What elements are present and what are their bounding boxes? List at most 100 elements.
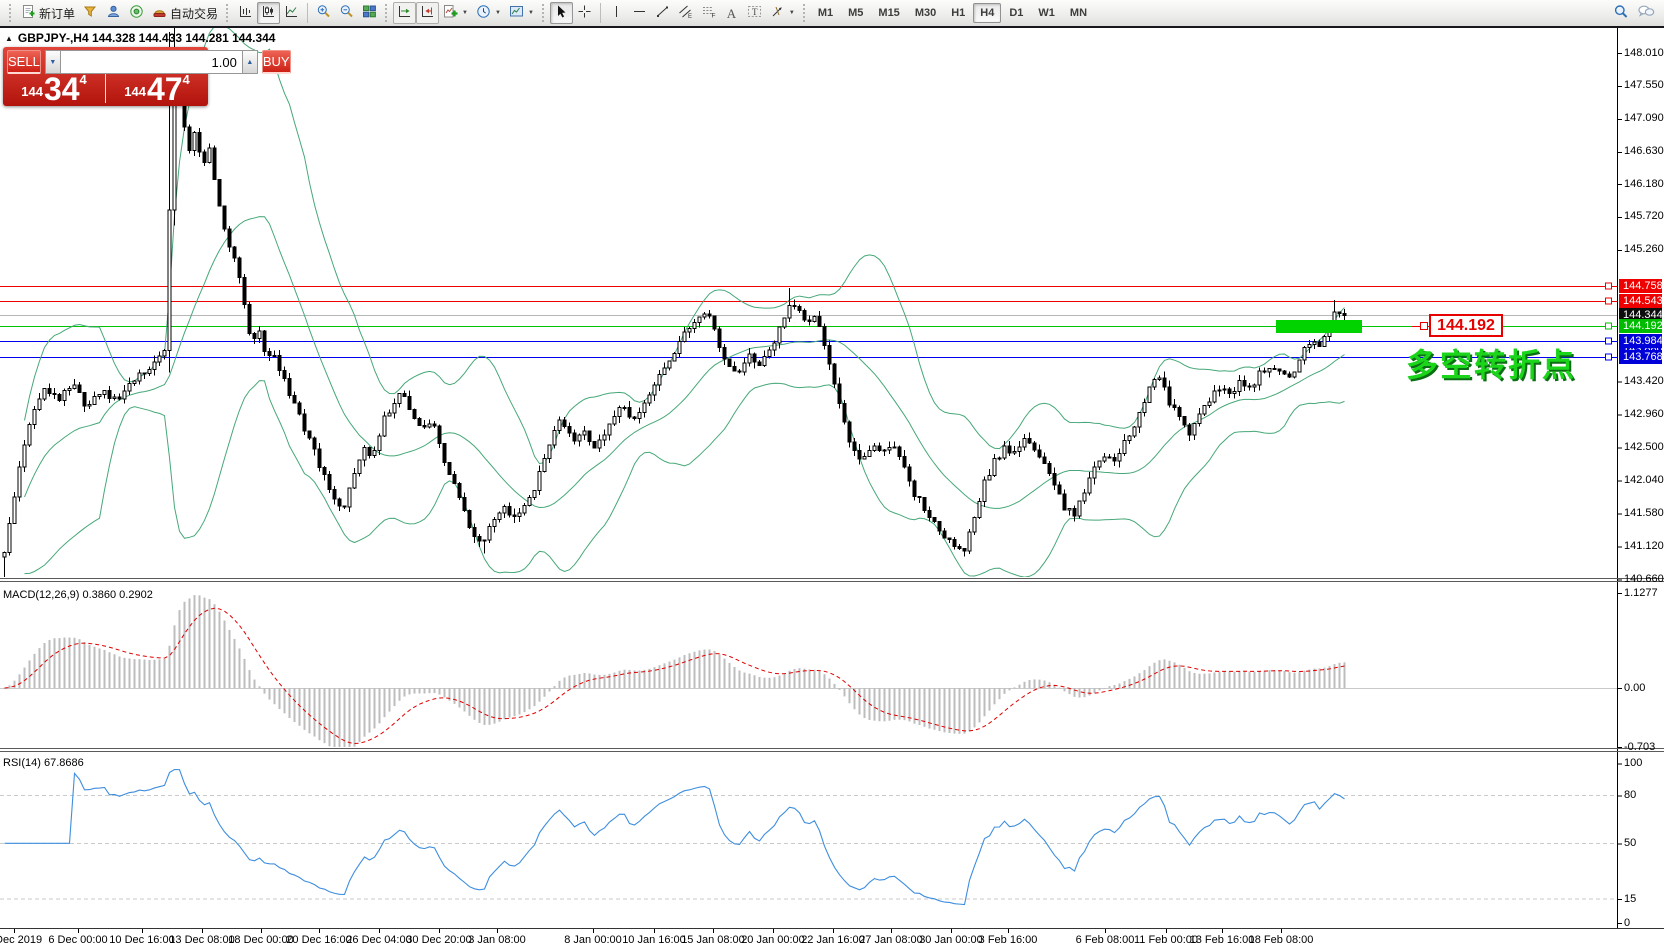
indicator-list-icon: [443, 4, 458, 22]
autotrading-icon: [152, 4, 167, 22]
chat-button[interactable]: [1633, 2, 1659, 24]
bid-price[interactable]: 144 34 4: [3, 71, 106, 107]
svg-text:E: E: [688, 14, 692, 19]
svg-text:F: F: [711, 13, 715, 20]
svg-text:T: T: [752, 7, 758, 17]
toolbar-grip[interactable]: [226, 4, 230, 22]
cursor-button[interactable]: [549, 2, 573, 24]
bar-chart-button[interactable]: [234, 2, 257, 24]
bid-prefix: 144: [21, 84, 43, 99]
templates-button[interactable]: ▼: [505, 2, 538, 24]
dropdown-caret-icon: ▼: [462, 10, 468, 16]
vertical-line-icon: [609, 4, 624, 22]
toolbar: 新订单 自动交易: [0, 0, 1664, 28]
ask-pip-digit: 4: [182, 72, 190, 87]
bar-chart-icon: [238, 4, 253, 22]
autotrading-button[interactable]: 自动交易: [148, 2, 222, 24]
cursor-icon: [554, 4, 569, 22]
market-watch-button[interactable]: [79, 2, 102, 24]
arrows-tool-button[interactable]: ▼: [766, 2, 799, 24]
channel-icon: E: [678, 4, 693, 22]
text-label-icon: T: [747, 4, 762, 22]
tile-windows-button[interactable]: [358, 2, 381, 24]
zoom-out-icon: [339, 4, 354, 22]
dropdown-caret-icon: ▼: [494, 10, 501, 16]
zoom-in-button[interactable]: [312, 2, 335, 24]
buy-button[interactable]: BUY: [261, 50, 291, 74]
crosshair-icon: [577, 4, 592, 22]
line-chart-icon: [284, 4, 299, 22]
timeframe-button-mn[interactable]: MN: [1063, 3, 1094, 23]
signal-icon: [129, 4, 144, 22]
dropdown-caret-icon: ▼: [788, 10, 795, 16]
indicators-button[interactable]: ▼: [439, 2, 472, 24]
channel-tool-button[interactable]: E: [674, 2, 697, 24]
timeframe-button-m5[interactable]: M5: [841, 3, 870, 23]
bollinger-bands: [24, 28, 1345, 577]
auto-scroll-icon: [397, 4, 412, 22]
fibonacci-icon: F: [701, 4, 716, 22]
timeframe-button-m30[interactable]: M30: [908, 3, 943, 23]
volume-input[interactable]: [60, 50, 242, 74]
price-callout-label[interactable]: 144.192: [1429, 314, 1503, 337]
timeframe-button-h1[interactable]: H1: [944, 3, 972, 23]
new-order-button[interactable]: 新订单: [17, 2, 79, 24]
chart-shift-icon: [420, 4, 435, 22]
timeframe-button-m15[interactable]: M15: [871, 3, 906, 23]
tile-windows-icon: [362, 4, 377, 22]
zoom-in-icon: [316, 4, 331, 22]
trendline-icon: [655, 4, 670, 22]
navigator-button[interactable]: [125, 2, 148, 24]
bid-big-digits: 34: [43, 71, 80, 107]
market-watch-icon: [83, 4, 98, 22]
toolbar-grip[interactable]: [385, 4, 389, 22]
autotrading-label: 自动交易: [170, 6, 219, 21]
ask-price[interactable]: 144 47 4: [106, 72, 208, 105]
one-click-trading-panel: SELL ▼ ▲ BUY 144 34 4 144 47 4: [3, 47, 291, 107]
trendline-tool-button[interactable]: [651, 2, 674, 24]
vertical-line-tool-button[interactable]: [605, 2, 628, 24]
callout-anchor-icon: [1420, 322, 1428, 330]
toolbar-separator: [599, 3, 601, 23]
periods-button[interactable]: ▼: [472, 2, 505, 24]
crosshair-button[interactable]: [573, 2, 596, 24]
toolbar-grip[interactable]: [9, 4, 13, 22]
timeframe-button-d1[interactable]: D1: [1002, 3, 1030, 23]
volume-stepper: ▼ ▲: [44, 50, 258, 74]
timeframe-button-m1[interactable]: M1: [811, 3, 840, 23]
candlestick-chart-button[interactable]: [257, 2, 281, 24]
timeframe-group: M1 M5 M15 M30 H1 H4 D1 W1 MN: [811, 3, 1094, 23]
text-tool-button[interactable]: A: [720, 2, 743, 24]
chart-shift-button[interactable]: [416, 2, 440, 24]
zoom-out-button[interactable]: [335, 2, 358, 24]
template-chart-icon: [509, 4, 524, 22]
chinese-annotation-text[interactable]: 多空转折点: [1406, 347, 1577, 383]
volume-up-button[interactable]: ▲: [241, 50, 258, 74]
line-chart-button[interactable]: [280, 2, 303, 24]
toolbar-separator: [307, 3, 309, 23]
candlestick-icon: [261, 4, 276, 22]
clock-icon: [476, 4, 491, 22]
toolbar-grip[interactable]: [541, 4, 546, 22]
auto-scroll-button[interactable]: [393, 2, 417, 24]
search-button[interactable]: [1609, 2, 1633, 24]
text-a-icon: A: [726, 5, 737, 21]
ask-prefix: 144: [124, 84, 146, 99]
candles-layer: [2, 28, 1347, 577]
horizontal-line-icon: [632, 4, 647, 22]
timeframe-button-w1[interactable]: W1: [1031, 3, 1062, 23]
sell-button[interactable]: SELL: [7, 50, 41, 74]
macd-histogram: [3, 595, 1346, 747]
volume-down-button[interactable]: ▼: [44, 50, 61, 74]
data-window-button[interactable]: [102, 2, 125, 24]
chat-icon: [1637, 4, 1655, 22]
person-icon: [106, 4, 121, 22]
timeframe-button-h4[interactable]: H4: [973, 3, 1002, 23]
highlight-bar[interactable]: [1276, 320, 1362, 333]
toolbar-grip[interactable]: [802, 4, 807, 22]
horizontal-line-tool-button[interactable]: [628, 2, 651, 24]
fibonacci-tool-button[interactable]: F: [697, 2, 720, 24]
text-label-tool-button[interactable]: T: [743, 2, 766, 24]
search-icon: [1613, 4, 1629, 23]
